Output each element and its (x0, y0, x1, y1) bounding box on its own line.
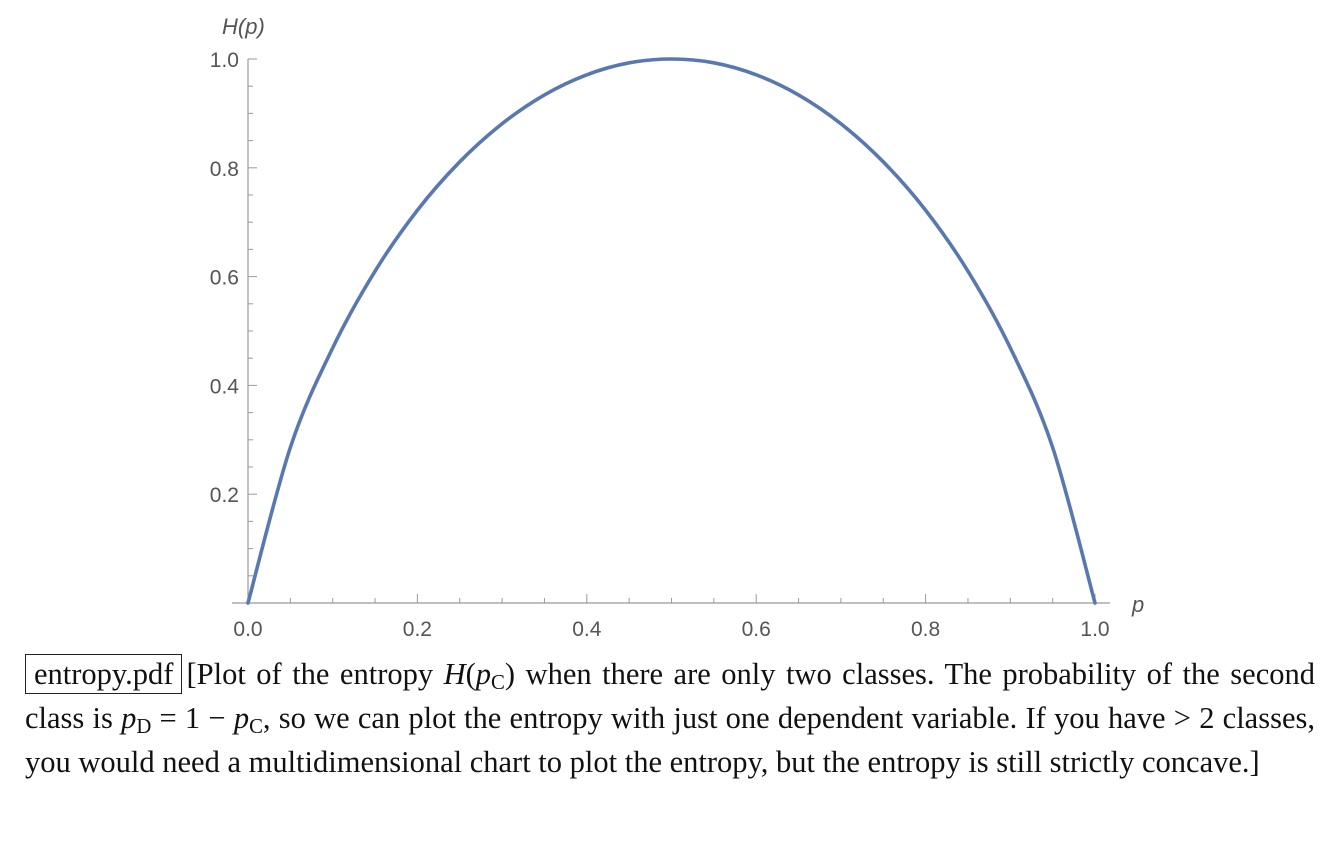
x-tick-label: 0.4 (572, 618, 602, 641)
series-layer (246, 57, 1097, 605)
y-tick-label: 0.4 (210, 375, 240, 398)
entropy-chart: 0.0 0.2 0.4 0.6 0.8 1.0 0.2 0.4 0.6 0.8 1.0 p H(p) (210, 14, 1144, 641)
caption-math-H: H(pC) (443, 657, 516, 695)
filename-box: entropy.pdf (25, 654, 183, 694)
caption-text-3: , so we can plot the entropy with just o… (25, 701, 1315, 779)
y-tick-label: 1.0 (210, 49, 239, 72)
axes (232, 59, 1110, 604)
caption-text-1: Plot of the entropy (196, 657, 444, 691)
x-tick-label: 1.0 (1080, 618, 1109, 641)
y-axis-label: H(p) (222, 14, 265, 39)
x-tick-label: 0.2 (403, 618, 432, 641)
caption-close-bracket: ] (1249, 745, 1260, 779)
x-tick-label: 0.6 (742, 618, 771, 641)
caption-open-bracket: [ (186, 657, 197, 691)
axis-ticks (247, 58, 1096, 604)
tick-labels: 0.0 0.2 0.4 0.6 0.8 1.0 0.2 0.4 0.6 0.8 1.0 p H(p) (210, 14, 1144, 641)
caption-math-pD: pD = 1 − pC (121, 701, 263, 739)
y-tick-label: 0.8 (210, 158, 239, 181)
caption-text-2: when there are only two classes. The pro… (25, 657, 1315, 735)
series-line-entropy (246, 57, 1097, 605)
y-tick-label: 0.2 (210, 484, 239, 507)
y-tick-label: 0.6 (210, 267, 239, 290)
x-tick-label: 0.8 (911, 618, 940, 641)
x-axis-label: p (1131, 592, 1144, 617)
x-tick-label: 0.0 (233, 618, 262, 641)
figure-caption: entropy.pdf [Plot of the entropy H(pC) wh… (25, 652, 1315, 784)
